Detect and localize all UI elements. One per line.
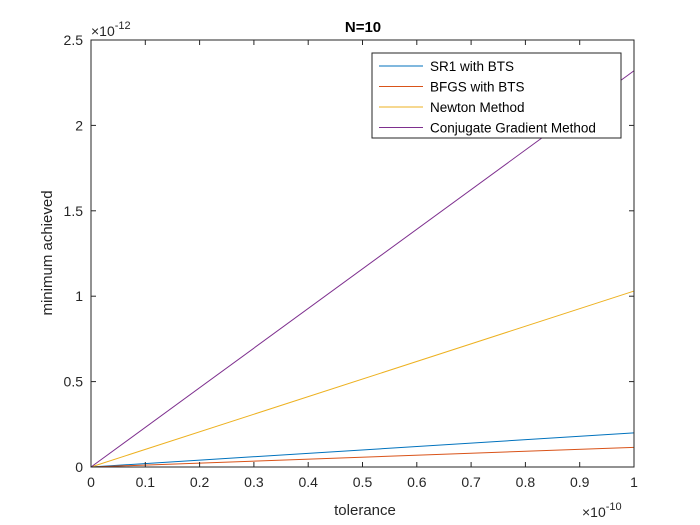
legend-label: Newton Method [430, 100, 525, 115]
y-exponent-power: -12 [115, 20, 131, 32]
y-axis-label: minimum achieved [39, 190, 56, 315]
legend-label: SR1 with BTS [430, 59, 514, 74]
legend-label: Conjugate Gradient Method [430, 121, 596, 136]
y-tick-label: 0.5 [64, 374, 84, 390]
x-tick-label: 0.3 [244, 474, 264, 490]
y-tick-label: 1 [75, 288, 83, 304]
y-tick-label: 1.5 [64, 203, 84, 219]
x-tick-label: 0 [87, 474, 95, 490]
y-tick-label: 2.5 [64, 32, 84, 48]
legend: SR1 with BTS BFGS with BTS Newton Method Co… [371, 52, 622, 139]
legend-box [371, 52, 622, 139]
series-line-1 [90, 432, 635, 468]
x-tick-label: 0.9 [570, 474, 590, 490]
x-tick-label: 0.7 [461, 474, 481, 490]
x-exponent-base: ×10 [582, 504, 606, 520]
y-exponent-base: ×10 [91, 23, 115, 39]
y-exponent: ×10-12 [91, 20, 131, 39]
y-tick-label: 2 [75, 117, 83, 133]
x-tick-label: 0.2 [190, 474, 210, 490]
x-exponent: ×10-10 [582, 501, 622, 520]
x-tick-label: 1 [630, 474, 638, 490]
x-tick-label: 0.1 [136, 474, 156, 490]
chart-title: N=10 [345, 19, 381, 36]
series-line-2 [90, 446, 635, 468]
y-tick-label: 0 [75, 459, 83, 475]
series-line-3 [90, 290, 635, 468]
x-tick-label: 0.4 [298, 474, 318, 490]
x-tick-label: 0.8 [516, 474, 536, 490]
x-tick-label: 0.6 [407, 474, 427, 490]
legend-label: BFGS with BTS [430, 80, 525, 95]
x-exponent-power: -10 [606, 501, 622, 513]
x-tick-label: 0.5 [353, 474, 373, 490]
x-axis-label: tolerance [334, 502, 396, 519]
axes-layer: 0 0.1 0.2 0.3 0.4 0.5 0.6 0.7 0.8 0.9 1 0 0.5 1 1.5 2 2.… [64, 32, 639, 490]
